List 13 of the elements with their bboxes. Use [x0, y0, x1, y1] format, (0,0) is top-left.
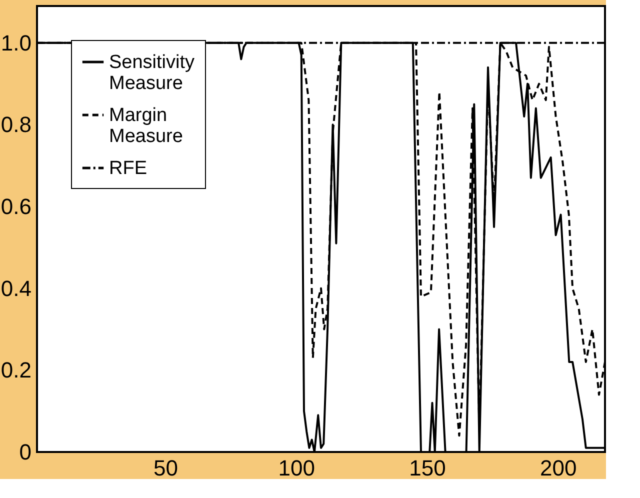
- y-tick-label: 0.8: [0, 112, 32, 138]
- y-tick-label: 0.2: [0, 358, 32, 383]
- x-tick-label: 100: [278, 456, 315, 480]
- y-tick-label: 1.0: [0, 30, 32, 56]
- legend-label: Margin Measure: [109, 105, 183, 147]
- y-tick-label: 0: [19, 440, 32, 464]
- x-tick-label: 200: [540, 456, 577, 480]
- y-tick-label: 0.6: [0, 194, 32, 219]
- x-tick-label: 150: [409, 456, 446, 480]
- y-tick-label: 0.4: [0, 276, 32, 301]
- x-tick-label: 50: [154, 456, 178, 480]
- legend-label: RFE: [109, 158, 147, 179]
- legend-label: Sensitivity Measure: [109, 52, 196, 94]
